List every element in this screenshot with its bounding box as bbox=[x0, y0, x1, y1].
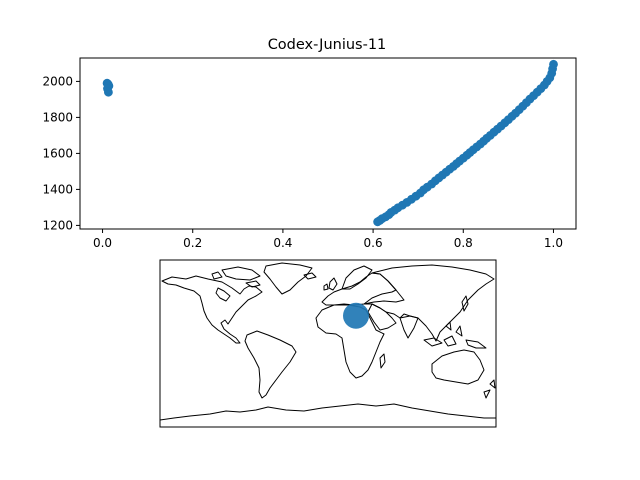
coastline-scandinavia bbox=[341, 265, 373, 290]
coastline-new-guinea bbox=[465, 339, 487, 349]
coastline-asia bbox=[363, 264, 495, 342]
coastline-hudson-bay bbox=[215, 287, 231, 302]
coastline-new-zealand bbox=[483, 379, 496, 399]
world-map bbox=[159, 259, 497, 428]
scatter-point bbox=[549, 59, 558, 69]
scatter-series bbox=[102, 59, 558, 227]
coastline-south-america bbox=[244, 330, 297, 399]
y-tick-label: 1600 bbox=[42, 146, 73, 160]
coastline-arctic-islands bbox=[211, 266, 261, 288]
coastline-japan bbox=[461, 295, 469, 312]
x-tick-label: 0.8 bbox=[454, 236, 473, 250]
chart-title: Codex-Junius-11 bbox=[268, 37, 387, 53]
coastline-madagascar bbox=[379, 353, 386, 369]
coastline-se-asia-islands bbox=[423, 321, 463, 347]
x-tick-label: 0.0 bbox=[93, 236, 112, 250]
y-tick-label: 1200 bbox=[42, 218, 73, 232]
map-marker bbox=[343, 302, 369, 329]
x-tick-label: 0.4 bbox=[273, 236, 292, 250]
x-axis: 0.0 0.2 0.4 0.6 0.8 1.0 bbox=[93, 229, 563, 250]
coastline-north-america bbox=[161, 275, 263, 344]
coastline-iceland bbox=[303, 272, 317, 280]
y-tick-label: 1400 bbox=[42, 182, 73, 196]
y-tick-label: 1800 bbox=[42, 110, 73, 124]
x-tick-label: 0.2 bbox=[183, 236, 202, 250]
x-tick-label: 1.0 bbox=[544, 236, 563, 250]
coastline-greenland bbox=[263, 262, 313, 295]
map-frame bbox=[159, 259, 497, 428]
y-tick-label: 2000 bbox=[42, 74, 73, 88]
scatter-chart: Codex-Junius-11 0.0 0.2 0.4 0.6 0.8 1.0 12001… bbox=[42, 37, 577, 250]
plot-frame bbox=[79, 57, 577, 230]
coastline-india bbox=[399, 315, 419, 339]
coastline-arabia bbox=[367, 303, 397, 331]
coastline-antarctica bbox=[160, 403, 496, 427]
coastline-australia bbox=[431, 349, 485, 385]
scatter-point bbox=[104, 87, 113, 97]
coastline-british-isles bbox=[323, 277, 338, 291]
y-axis: 1200 1400 1600 1800 2000 bbox=[42, 74, 80, 232]
x-tick-label: 0.6 bbox=[364, 236, 383, 250]
